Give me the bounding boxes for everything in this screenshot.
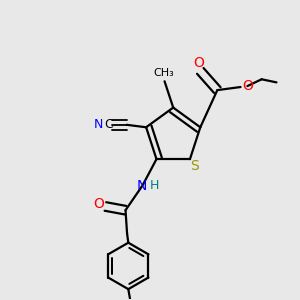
Text: O: O <box>193 56 204 70</box>
Text: O: O <box>93 197 104 211</box>
Text: CH₃: CH₃ <box>154 68 174 78</box>
Text: H: H <box>150 179 159 192</box>
Text: O: O <box>242 79 253 93</box>
Text: N: N <box>137 179 147 194</box>
Text: N: N <box>94 118 104 131</box>
Text: C: C <box>105 118 113 131</box>
Text: S: S <box>190 159 199 173</box>
